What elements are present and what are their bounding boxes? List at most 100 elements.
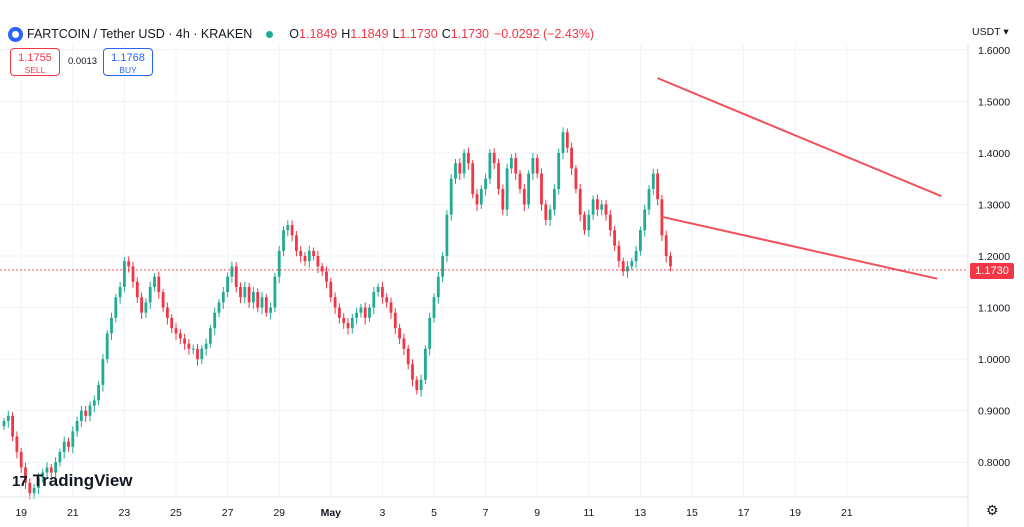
candle-body [510,158,513,169]
change-value: −0.0292 (−2.43%) [493,27,595,41]
x-tick-label: 13 [635,507,647,519]
candle-body [583,214,586,231]
candle-body [355,312,358,318]
candle-body [256,292,260,308]
candle-body [643,209,647,231]
candle-body [548,209,552,220]
price-axis[interactable]: 0.8000 0.9000 1.0000 1.1000 1.2000 1.3000 1.40… [978,45,1010,469]
candle-body [484,178,487,189]
candle-body [372,292,376,308]
symbol-title[interactable]: FARTCOIN / Tether USD · 4h · KRAKEN [27,27,253,41]
candle-body [24,467,27,483]
gear-icon[interactable]: ⚙ [986,502,999,518]
candle-body [514,158,518,174]
candle-body [333,297,337,308]
candle-body [578,188,582,215]
candle-body [277,250,281,277]
currency-selector[interactable]: USDT ▾ [972,26,1009,38]
candle-body [260,297,264,308]
y-tick-label: 1.6000 [978,45,1010,57]
candle-body [596,199,599,210]
candle-body [604,204,608,215]
close-value: 1.1730 [450,27,489,41]
high-value: 1.1849 [350,27,389,41]
candle-body [320,266,324,272]
x-tick-label: 23 [119,507,131,519]
candle-body [557,152,561,189]
candle-body [630,261,634,267]
candle-body [608,214,612,231]
candle-body [19,451,23,468]
candle-body [148,286,152,303]
y-tick-label: 1.0000 [978,354,1010,366]
open-label: O [289,27,300,41]
candle-body [626,266,629,272]
candle-body [424,348,427,380]
y-tick-label: 0.8000 [978,457,1010,469]
y-tick-label: 1.1000 [978,303,1010,315]
candle-body [316,256,320,267]
candle-body [45,467,49,473]
candle-body [135,281,139,298]
candle-body [67,441,70,447]
candle-body [398,328,401,339]
candle-body [101,359,105,385]
spread-value: 0.0013 [68,56,98,67]
candle-body [454,163,457,179]
candle-body [570,147,573,169]
candle-body [239,286,242,298]
candle-body [153,276,156,287]
candle-body [282,230,285,251]
x-tick-label: 17 [738,507,750,519]
candle-body [200,348,204,360]
sell-label: SELL [24,65,46,75]
candle-body [522,188,526,205]
candle-body [488,152,492,179]
high-label: H [341,27,351,41]
trendline-upper[interactable] [657,77,942,198]
candle-body [505,168,509,210]
candle-body [553,188,556,210]
candle-body [389,302,393,313]
buy-label: BUY [119,65,137,75]
x-tick-label: 19 [789,507,801,519]
candle-body [561,132,565,153]
candle-body [350,317,354,329]
candle-body [445,214,449,256]
trendline-lower[interactable] [661,215,938,280]
sell-price: 1.1755 [18,52,52,64]
candle-body [58,451,62,463]
candle-body [269,307,272,313]
candle-body [247,286,251,303]
tradingview-logo[interactable]: 17 TradingView [12,471,133,491]
x-tick-label: 7 [483,507,489,519]
candle-body [140,297,143,313]
candle-body [84,410,88,416]
legend-header: FARTCOIN / Tether USD · 4h · KRAKEN O 1.1… [8,24,594,44]
candle-body [75,420,79,432]
sell-button[interactable]: 1.1755 SELL [10,48,60,76]
candle-body [273,276,277,308]
candle-body [252,292,255,303]
candle-body [432,297,436,318]
candle-body [467,152,470,164]
open-value: 1.1849 [299,27,338,41]
buy-button[interactable]: 1.1768 BUY [103,48,153,76]
candle-body [393,312,397,329]
candle-body [144,302,148,313]
candle-body [381,286,384,298]
candle-body [299,250,303,256]
candle-body [338,307,341,318]
candles [2,127,672,500]
candle-body [37,477,40,488]
candle-body [535,158,539,174]
time-axis[interactable]: 19 21 23 25 27 29 May 3 5 7 9 11 13 15 17 19 21 [15,507,852,519]
candle-body [62,441,66,452]
candle-body [634,250,638,262]
x-tick-label: 21 [841,507,853,519]
candle-body [621,261,625,272]
candle-body [600,204,604,210]
candle-body [441,256,444,277]
candle-body [196,348,199,360]
